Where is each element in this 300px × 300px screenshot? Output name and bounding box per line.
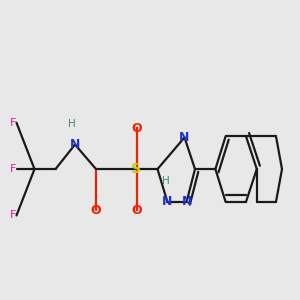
Text: N: N — [70, 138, 80, 151]
Text: N: N — [162, 195, 172, 208]
Text: F: F — [10, 118, 16, 128]
Text: O: O — [131, 203, 142, 217]
Text: O: O — [131, 122, 142, 135]
Text: N: N — [182, 195, 192, 208]
Text: N: N — [179, 131, 190, 144]
Text: F: F — [10, 164, 16, 174]
Text: S: S — [131, 162, 142, 176]
Text: O: O — [91, 203, 101, 217]
Text: H: H — [162, 176, 170, 186]
Text: F: F — [10, 211, 16, 220]
Text: H: H — [68, 119, 75, 129]
